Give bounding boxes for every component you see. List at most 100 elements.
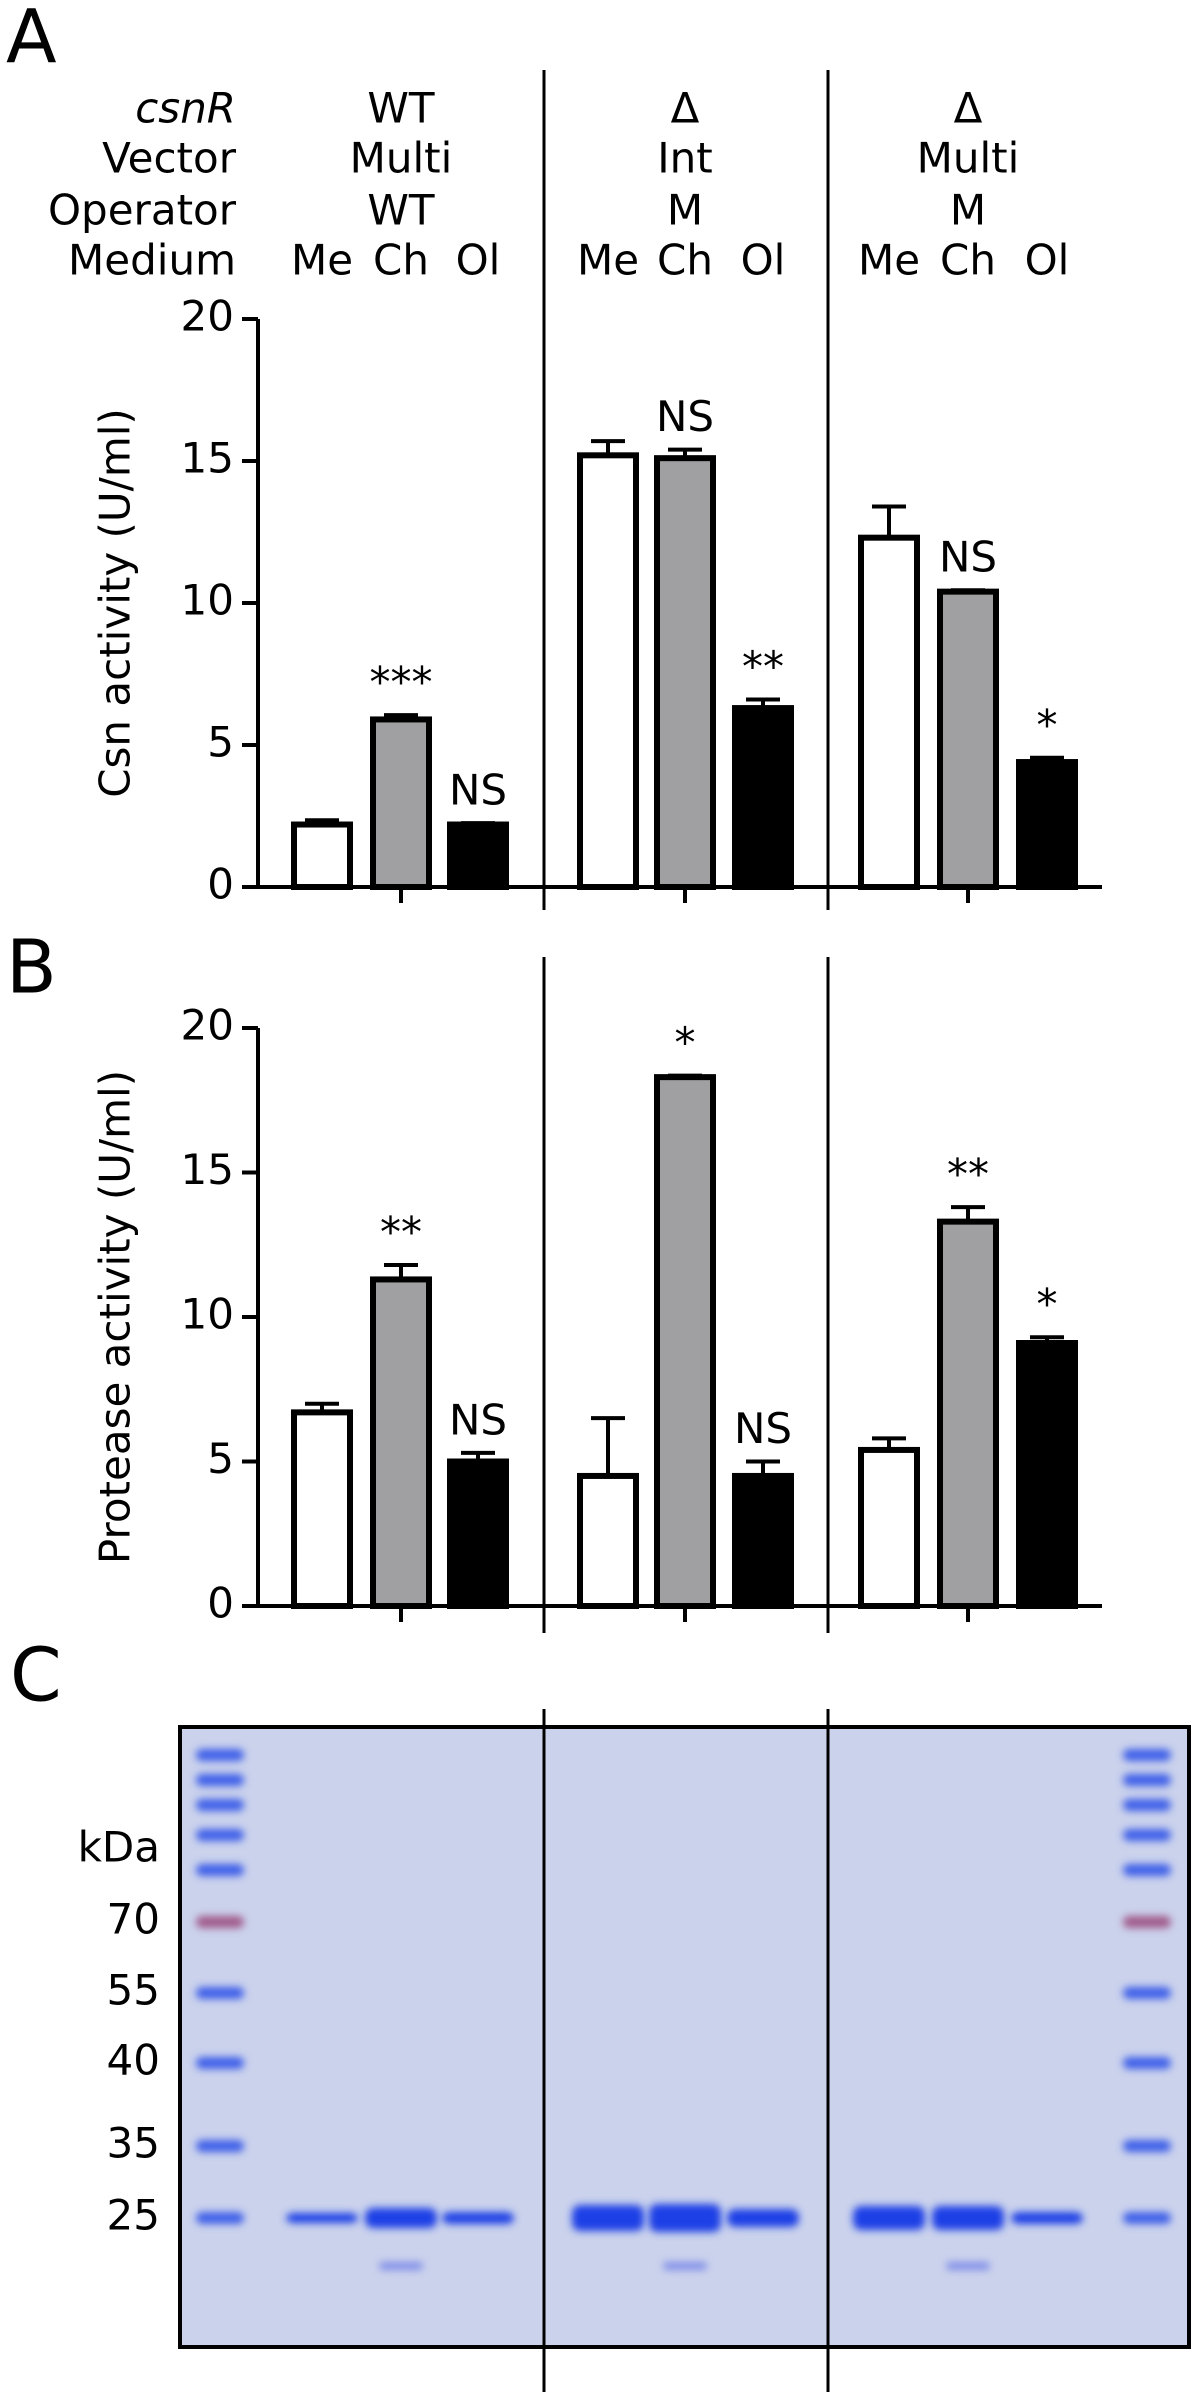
protein-band [286, 2213, 358, 2223]
bar [732, 705, 794, 891]
ladder-band [196, 1864, 244, 1876]
group-label: Int [657, 134, 712, 183]
gel-frame [178, 1725, 1191, 2349]
x-tick-label: Ol [741, 236, 786, 285]
significance-label: * [675, 1018, 696, 1067]
y-tick-label: 5 [207, 1434, 234, 1483]
row-label: Medium [68, 236, 236, 285]
group-label: WT [367, 186, 435, 235]
gel-image [178, 1725, 1191, 2349]
significance-label: NS [449, 766, 507, 815]
x-tick-label: Ch [940, 236, 996, 285]
ladder-band [1123, 1916, 1171, 1928]
bar [858, 534, 920, 890]
bar [654, 455, 716, 890]
ladder-band [196, 1749, 244, 1761]
marker-label: 55 [107, 1966, 160, 2015]
dividers [542, 70, 830, 2392]
marker-label: 70 [107, 1895, 160, 1944]
significance-label: NS [449, 1395, 507, 1444]
bar [577, 452, 639, 890]
protein-band [663, 2262, 707, 2270]
y-tick-label: 0 [207, 1579, 234, 1628]
significance-label: NS [734, 1404, 792, 1453]
ladder-band [196, 1916, 244, 1928]
ladder-band [1123, 1864, 1171, 1876]
y-tick-label: 0 [207, 860, 234, 909]
marker-label: 40 [107, 2036, 160, 2085]
ladder-band [1123, 1987, 1171, 1999]
protein-band [1011, 2212, 1083, 2224]
x-tick-label: Me [858, 236, 920, 285]
significance-label: NS [656, 392, 714, 441]
y-tick-label: 10 [181, 1290, 234, 1339]
bar [654, 1074, 716, 1609]
panel-label: A [6, 0, 57, 81]
ladder-band [1123, 2057, 1171, 2069]
significance-label: ** [380, 1207, 422, 1256]
y-tick-label: 5 [207, 718, 234, 767]
ladder-band [196, 2212, 244, 2224]
bar [858, 1446, 920, 1609]
ladder-band [1123, 1799, 1171, 1811]
y-axis-label: Protease activity (U/ml) [91, 1070, 140, 1564]
ladder-band [1123, 2212, 1171, 2224]
x-tick-label: Ch [373, 236, 429, 285]
marker-label: 25 [107, 2191, 160, 2240]
x-tick-label: Ch [657, 236, 713, 285]
gel-unit: kDa [78, 1823, 160, 1872]
y-axis-label: Csn activity (U/ml) [91, 408, 140, 798]
ladder-band [196, 1774, 244, 1786]
ladder-band [1123, 2140, 1171, 2152]
group-label: WT [367, 84, 435, 133]
significance-label: * [1037, 700, 1058, 749]
panel-label: B [6, 925, 57, 1011]
bar [447, 821, 509, 891]
protein-band [572, 2205, 644, 2231]
protein-band [946, 2262, 990, 2270]
row-label: Vector [102, 134, 237, 183]
bar [370, 716, 432, 890]
bar [937, 588, 999, 890]
protein-band [442, 2212, 514, 2224]
y-tick-label: 10 [181, 576, 234, 625]
marker-label: 35 [107, 2119, 160, 2168]
group-label: Multi [350, 134, 453, 183]
significance-label: *** [370, 658, 433, 707]
bar [291, 1409, 353, 1609]
bar [937, 1218, 999, 1609]
group-label: M [667, 186, 703, 235]
protein-band [365, 2208, 437, 2228]
protein-band [727, 2209, 799, 2227]
bar [577, 1472, 639, 1609]
x-tick-label: Me [577, 236, 639, 285]
protein-band [649, 2204, 721, 2232]
bar [1016, 759, 1078, 890]
protein-band [932, 2206, 1004, 2230]
y-tick-label: 20 [181, 1001, 234, 1050]
panel-label: C [10, 1633, 62, 1719]
protein-band [379, 2262, 423, 2270]
group-label: Δ [671, 84, 700, 133]
group-label: M [950, 186, 986, 235]
row-label: Operator [48, 186, 237, 235]
bar [291, 821, 353, 891]
ladder-band [196, 2057, 244, 2069]
ladder-band [196, 1799, 244, 1811]
group-label: Δ [954, 84, 983, 133]
bar [1016, 1340, 1078, 1609]
x-tick-label: Me [291, 236, 353, 285]
ladder-band [1123, 1829, 1171, 1841]
y-tick-label: 20 [181, 292, 234, 341]
protein-band [853, 2206, 925, 2230]
ladder-band [196, 1829, 244, 1841]
bar [370, 1276, 432, 1610]
y-tick-label: 15 [181, 1145, 234, 1194]
ladder-band [196, 2140, 244, 2152]
x-tick-label: Ol [1025, 236, 1070, 285]
group-label: Multi [917, 134, 1020, 183]
significance-label: NS [939, 533, 997, 582]
ladder-band [196, 1987, 244, 1999]
ladder-band [1123, 1749, 1171, 1761]
